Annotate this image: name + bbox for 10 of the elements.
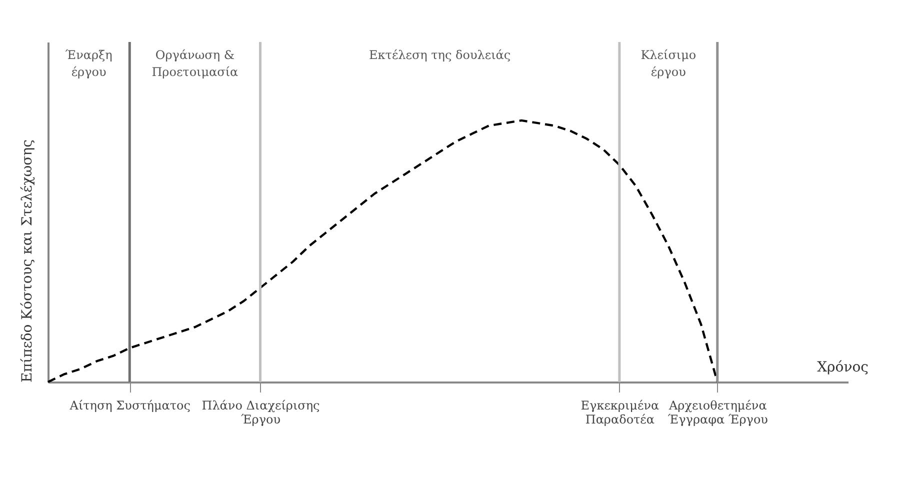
text: Έναρξη έργου <box>65 48 112 79</box>
text: Κλείσιμο έργου <box>640 48 696 79</box>
x-tick-label: Αρχειοθετημένα Έγγραφα Έργου <box>668 398 768 426</box>
x-axis-title: Χρόνος <box>817 360 869 376</box>
text: Εκτέλεση της δουλειάς <box>369 48 511 62</box>
x-tick-label: Εγκεκριμένα Παραδοτέα <box>580 398 660 426</box>
text: Οργάνωση & Προετοιμασία <box>152 48 238 79</box>
y-axis-title: Επίπεδο Κόστους και Στελέχωσης <box>20 139 36 382</box>
x-tick-label: Πλάνο Διαχείρισης Έργου <box>202 398 320 426</box>
x-tick-label: Αίτηση Συστήματος <box>68 398 191 412</box>
